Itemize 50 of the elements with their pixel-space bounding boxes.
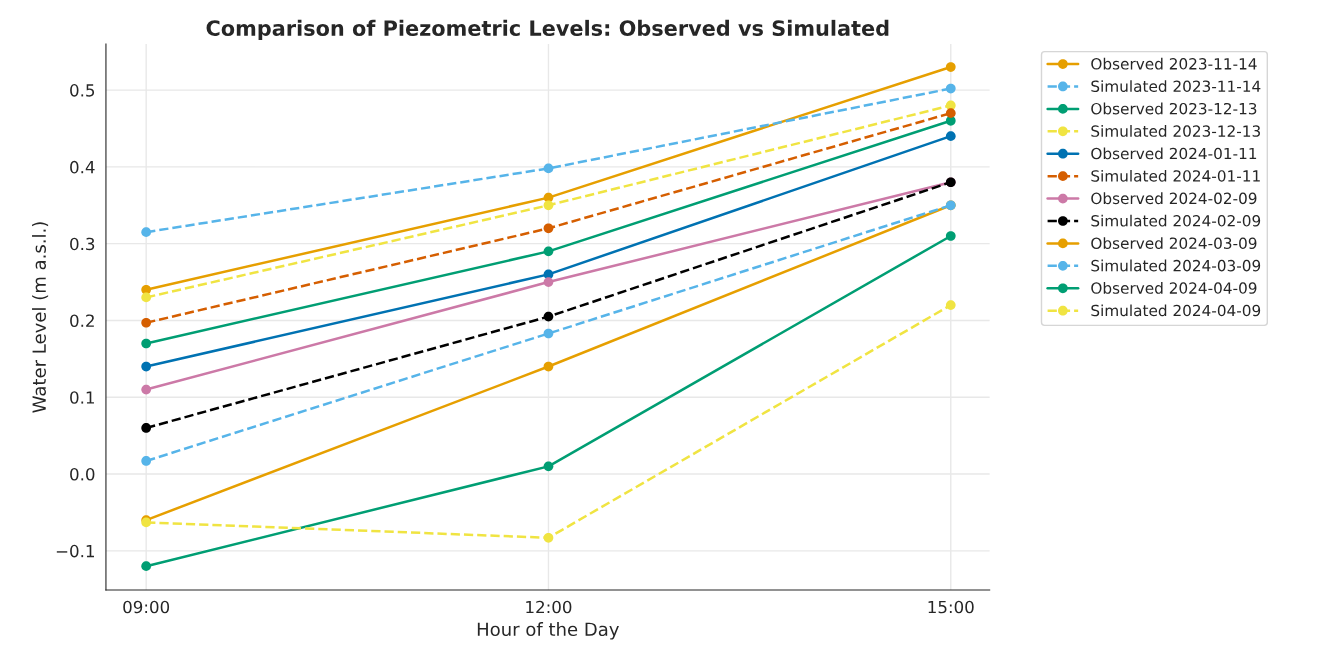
legend-label: Observed 2024-04-09 <box>1091 282 1257 294</box>
point <box>543 461 554 472</box>
y-tick-label: 0.4 <box>70 160 95 174</box>
point <box>945 108 956 118</box>
y-tick-label: 0.5 <box>70 84 95 97</box>
x-tick-label: 12:00 <box>526 600 572 614</box>
legend-label: Observed 2024-03-09 <box>1091 237 1257 249</box>
x-tick-label: 15:00 <box>928 600 974 614</box>
legend-label: Simulated 2024-02-09 <box>1091 214 1261 227</box>
legend-label: Simulated 2024-03-09 <box>1091 259 1261 272</box>
point <box>141 227 152 238</box>
y-tick-label: 0.0 <box>70 468 95 481</box>
legend-label: Observed 2023-12-13 <box>1091 102 1257 115</box>
legend-label: Simulated 2023-12-13 <box>1091 125 1260 137</box>
legend-label: Observed 2023-11-14 <box>1091 57 1257 70</box>
y-tick-label: 0.3 <box>70 237 95 251</box>
point <box>141 456 152 466</box>
y-axis-title: Water Level (m a.s.l.) <box>32 222 49 413</box>
point <box>141 561 152 572</box>
point <box>543 361 554 372</box>
y-tick-label: −0.1 <box>56 544 94 558</box>
point <box>945 62 956 72</box>
y-tick-label: 0.1 <box>70 391 94 404</box>
legend-label: Simulated 2023-11-14 <box>1091 80 1261 93</box>
point <box>543 223 554 234</box>
point <box>141 384 152 395</box>
point <box>141 338 152 349</box>
chart-title: Comparison of Piezometric Levels: Observed vs Simulated <box>206 19 889 41</box>
point <box>945 300 956 310</box>
point <box>543 246 554 257</box>
legend-label: Simulated 2024-01-11 <box>1091 169 1260 182</box>
x-axis-title: Hour of the Day <box>477 622 619 640</box>
point <box>543 163 554 174</box>
point <box>543 277 554 287</box>
point <box>945 83 956 94</box>
legend-label: Observed 2024-02-09 <box>1091 192 1257 205</box>
point <box>543 328 554 339</box>
point <box>141 317 152 328</box>
point <box>141 361 152 372</box>
legend-label: Simulated 2024-04-09 <box>1091 304 1261 317</box>
point <box>543 311 554 322</box>
legend-label: Observed 2024-01-11 <box>1091 147 1257 160</box>
x-tick-label: 09:00 <box>123 600 170 614</box>
point <box>945 131 956 142</box>
y-tick-label: 0.2 <box>70 314 94 328</box>
point <box>945 231 956 241</box>
point <box>141 423 152 433</box>
point <box>141 292 152 303</box>
point <box>543 200 554 211</box>
point <box>543 532 554 543</box>
